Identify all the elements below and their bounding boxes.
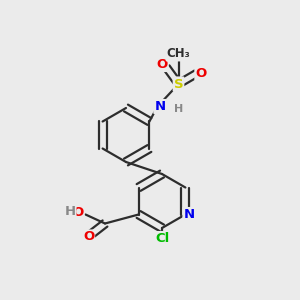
Text: S: S [174, 77, 183, 91]
Text: O: O [72, 206, 84, 220]
Text: N: N [183, 208, 194, 221]
Text: O: O [195, 67, 207, 80]
Text: O: O [156, 58, 168, 71]
Text: Cl: Cl [155, 232, 169, 245]
Text: H: H [174, 104, 183, 115]
Text: N: N [154, 100, 166, 113]
Text: H: H [64, 205, 76, 218]
Text: CH₃: CH₃ [167, 47, 191, 61]
Text: O: O [83, 230, 94, 244]
